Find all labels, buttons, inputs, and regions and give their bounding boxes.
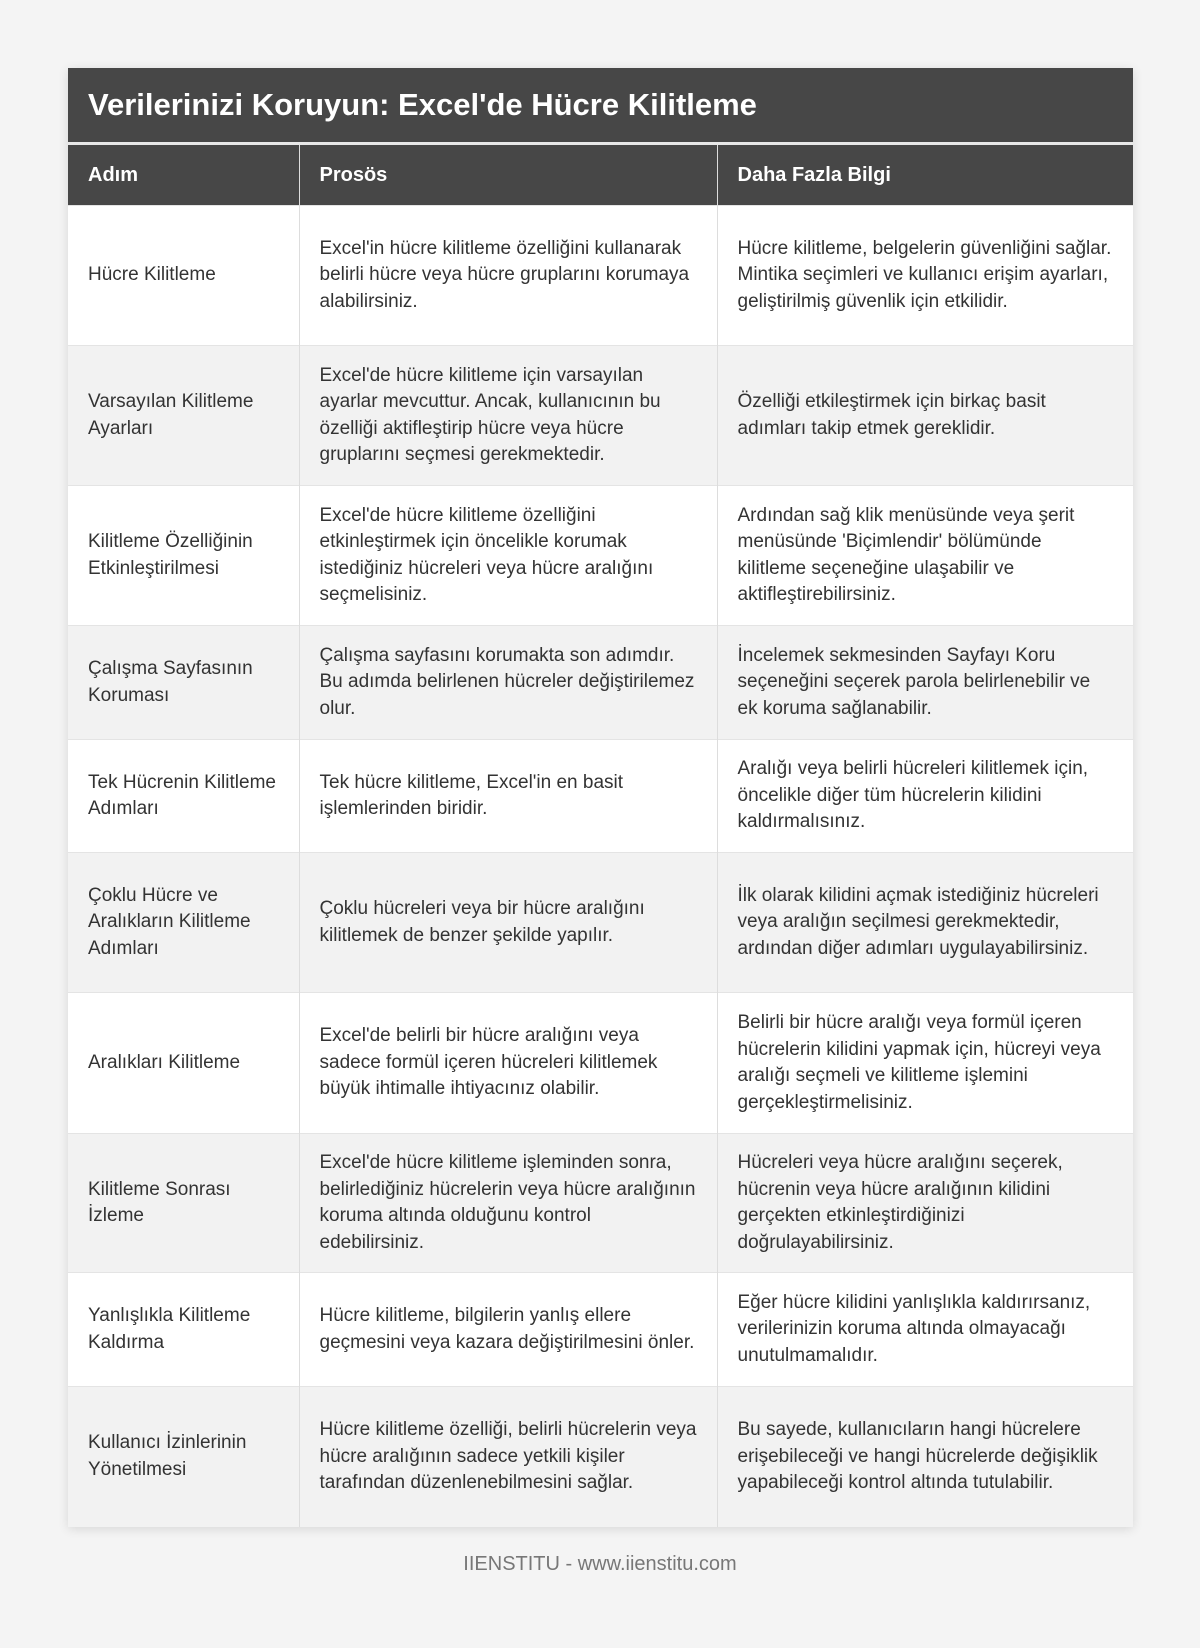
info-cell: Belirli bir hücre aralığı veya formül iç… <box>717 992 1133 1134</box>
info-cell: Bu sayede, kullanıcıların hangi hücreler… <box>717 1386 1133 1527</box>
process-cell: Excel'de hücre kilitleme özelliğini etki… <box>299 485 718 626</box>
process-cell: Excel'de belirli bir hücre aralığını vey… <box>299 992 718 1134</box>
table-row: Kilitleme Özelliğinin Etkinleştirilmesi E… <box>68 485 1133 626</box>
process-cell: Hücre kilitleme özelliği, belirli hücrel… <box>299 1386 718 1527</box>
info-cell: Ardından sağ klik menüsünde veya şerit m… <box>717 485 1133 626</box>
header-row: Adım Prosös Daha Fazla Bilgi <box>68 145 1133 206</box>
info-cell: Hücre kilitleme, belgelerin güvenliğini … <box>717 205 1133 346</box>
step-cell: Kilitleme Özelliğinin Etkinleştirilmesi <box>68 485 300 626</box>
step-cell: Çoklu Hücre ve Aralıkların Kilitleme Adı… <box>68 852 300 993</box>
table-row: Kilitleme Sonrası İzleme Excel'de hücre k… <box>68 1133 1133 1273</box>
step-cell: Hücre Kilitleme <box>68 205 300 346</box>
column-header-info: Daha Fazla Bilgi <box>717 145 1133 206</box>
process-cell: Hücre kilitleme, bilgilerin yanlış eller… <box>299 1272 718 1387</box>
process-cell: Excel'de hücre kilitleme işleminden sonr… <box>299 1133 718 1273</box>
process-cell: Excel'de hücre kilitleme için varsayılan… <box>299 345 718 486</box>
table-row: Hücre Kilitleme Excel'in hücre kilitleme … <box>68 205 1133 346</box>
table-row: Çoklu Hücre ve Aralıkların Kilitleme Adı… <box>68 852 1133 993</box>
process-cell: Excel'in hücre kilitleme özelliğini kull… <box>299 205 718 346</box>
process-cell: Çoklu hücreleri veya bir hücre aralığını… <box>299 852 718 993</box>
table-row: Tek Hücrenin Kilitleme Adımları Tek hücre… <box>68 739 1133 853</box>
process-cell: Tek hücre kilitleme, Excel'in en basit i… <box>299 739 718 853</box>
info-cell: Hücreleri veya hücre aralığını seçerek, … <box>717 1133 1133 1273</box>
step-cell: Varsayılan Kilitleme Ayarları <box>68 345 300 486</box>
table-row: Varsayılan Kilitleme Ayarları Excel'de hü… <box>68 345 1133 486</box>
footer-credit: IIENSTITU - www.iienstitu.com <box>463 1553 737 1575</box>
step-cell: Kullanıcı İzinlerinin Yönetilmesi <box>68 1386 300 1527</box>
step-cell: Tek Hücrenin Kilitleme Adımları <box>68 739 300 853</box>
info-cell: Özelliği etkileştirmek için birkaç basit… <box>717 345 1133 486</box>
column-header-step: Adım <box>68 145 300 206</box>
info-cell: Aralığı veya belirli hücreleri kilitleme… <box>717 739 1133 853</box>
info-cell: Eğer hücre kilidini yanlışlıkla kaldırır… <box>717 1272 1133 1387</box>
step-cell: Aralıkları Kilitleme <box>68 992 300 1134</box>
table-row: Aralıkları Kilitleme Excel'de belirli bir… <box>68 992 1133 1134</box>
table-row: Kullanıcı İzinlerinin Yönetilmesi Hücre k… <box>68 1386 1133 1527</box>
step-cell: Çalışma Sayfasının Koruması <box>68 625 300 740</box>
data-table: Adım Prosös Daha Fazla Bilgi Hücre Kilit… <box>68 145 1133 1527</box>
process-cell: Çalışma sayfasını korumakta son adımdır.… <box>299 625 718 740</box>
info-cell: İlk olarak kilidini açmak istediğiniz hü… <box>717 852 1133 993</box>
table-row: Yanlışlıkla Kilitleme Kaldırma Hücre kili… <box>68 1272 1133 1387</box>
step-cell: Kilitleme Sonrası İzleme <box>68 1133 300 1273</box>
step-cell: Yanlışlıkla Kilitleme Kaldırma <box>68 1272 300 1387</box>
column-header-process: Prosös <box>299 145 718 206</box>
table-row: Çalışma Sayfasının Koruması Çalışma sayfa… <box>68 625 1133 740</box>
table-card: Verilerinizi Koruyun: Excel'de Hücre Kil… <box>68 68 1133 1527</box>
page-title: Verilerinizi Koruyun: Excel'de Hücre Kil… <box>68 68 1133 145</box>
info-cell: İncelemek sekmesinden Sayfayı Koru seçen… <box>717 625 1133 740</box>
